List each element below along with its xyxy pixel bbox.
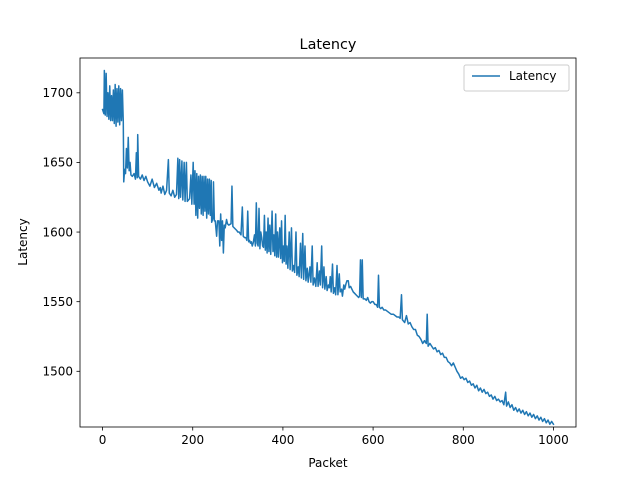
x-tick-label: 800 <box>452 433 475 447</box>
x-tick-label: 400 <box>271 433 294 447</box>
y-tick-label: 1600 <box>42 225 73 239</box>
x-tick-label: 600 <box>362 433 385 447</box>
y-axis-label: Latency <box>16 218 30 265</box>
series-line-latency <box>101 69 555 426</box>
y-tick-label: 1650 <box>42 156 73 170</box>
series-layer <box>101 69 555 426</box>
x-axis-ticks: 0 200 400 600 800 1000 <box>99 427 569 447</box>
legend-box <box>463 64 570 92</box>
y-tick-label: 1550 <box>42 295 73 309</box>
y-axis-ticks: 1500 1550 1600 1650 1700 <box>42 86 80 379</box>
x-tick-label: 1000 <box>538 433 569 447</box>
y-tick-label: 1700 <box>42 86 73 100</box>
chart-title: Latency <box>300 37 357 53</box>
y-tick-label: 1500 <box>42 365 73 379</box>
legend: Latency <box>463 64 570 92</box>
legend-label-latency: Latency <box>509 69 556 83</box>
x-tick-label: 200 <box>181 433 204 447</box>
axes-frame <box>79 57 577 428</box>
plot-area: 0 200 400 600 800 1000 1500 1550 1600 1650 1700 <box>42 57 577 447</box>
x-tick-label: 0 <box>99 433 107 447</box>
x-axis-label: Packet <box>308 456 348 470</box>
